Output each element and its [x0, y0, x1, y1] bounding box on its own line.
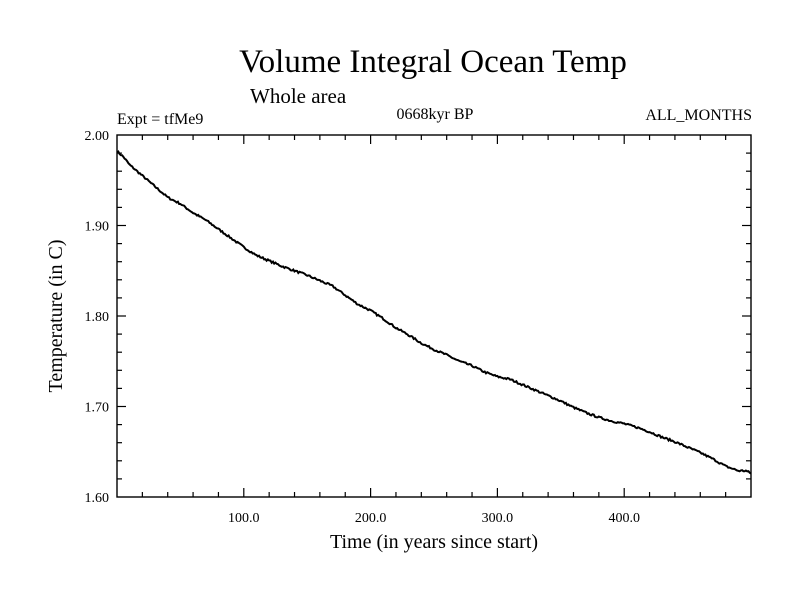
y-tick-label: 1.70: [85, 401, 110, 416]
y-tick-label: 2.00: [85, 129, 110, 144]
chart-title: Volume Integral Ocean Temp: [239, 44, 627, 80]
y-tick-label: 1.60: [85, 491, 110, 506]
plot-frame: [116, 134, 752, 498]
chart-subtitle: Whole area: [250, 84, 347, 108]
temperature-series-line: [116, 150, 752, 475]
y-tick-label: 1.80: [85, 310, 110, 325]
experiment-label: Expt = tfMe9: [117, 111, 203, 128]
x-axis-title: Time (in years since start): [330, 531, 538, 553]
x-axis: 100.0 200.0 300.0 400.0: [141, 135, 727, 526]
x-tick-label: 200.0: [355, 511, 387, 526]
x-tick-label: 300.0: [482, 511, 514, 526]
y-axis-title: Temperature (in C): [45, 240, 67, 393]
x-tick-label: 100.0: [228, 511, 260, 526]
y-tick-label: 1.90: [85, 220, 110, 235]
period-label: 0668kyr BP: [397, 106, 474, 123]
y-axis: 1.60 1.70 1.80 1.90 2.00: [85, 129, 751, 506]
months-label: ALL_MONTHS: [645, 107, 752, 124]
x-tick-label: 400.0: [608, 511, 640, 526]
